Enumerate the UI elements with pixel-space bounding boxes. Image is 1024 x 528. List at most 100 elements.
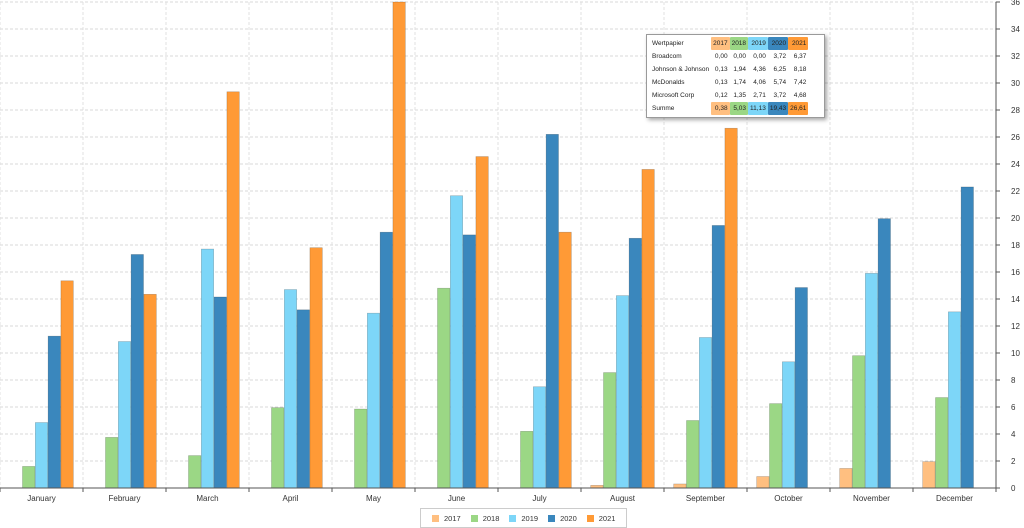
- tooltip-value: 4,68: [793, 92, 807, 99]
- legend-swatch: [509, 514, 517, 522]
- y-tick-label: 30: [1011, 79, 1020, 88]
- legend-swatch: [548, 514, 556, 522]
- bar-2018-january: [22, 466, 36, 489]
- bar-2019-june: [449, 195, 463, 489]
- data-tooltip: Wertpapier 2017 2018 2019 2020 2021 Broadcom 0,…: [646, 34, 825, 118]
- legend-label: 2020: [560, 513, 577, 523]
- bar-2017-november: [839, 468, 853, 489]
- bar-2018-september: [686, 420, 700, 489]
- bar-2019-may: [366, 312, 380, 489]
- bar-2020-march: [213, 296, 227, 489]
- legend-label: 2019: [521, 513, 539, 523]
- legend-label: 2018: [482, 513, 500, 523]
- bar-2021-july: [558, 231, 572, 489]
- y-tick-label: 12: [1011, 322, 1020, 331]
- legend-label: 2017: [444, 513, 461, 523]
- y-tick-label: 20: [1011, 214, 1020, 223]
- tooltip-value: 0,13: [714, 79, 728, 86]
- y-tick-label: 4: [1011, 430, 1016, 439]
- x-tick-label: December: [936, 494, 973, 503]
- y-tick-label: 28: [1011, 106, 1020, 115]
- y-tick-label: 10: [1011, 349, 1020, 358]
- y-tick-label: 6: [1011, 403, 1016, 412]
- bar-2018-october: [769, 403, 783, 489]
- bar-2020-december: [960, 186, 974, 489]
- bar-2020-september: [711, 225, 725, 489]
- legend-item[interactable]: 2019: [509, 514, 538, 523]
- bar-2019-february: [118, 341, 132, 489]
- tooltip-row-name: McDonalds: [652, 79, 685, 86]
- tooltip-sum-row: Summe 0,38 5,03 11,13 19,43 26,61: [650, 102, 809, 115]
- legend-item[interactable]: 2021: [586, 514, 615, 523]
- tooltip-value: 6,25: [773, 66, 787, 73]
- tooltip-year-header: 2020: [767, 37, 789, 50]
- tooltip-header-label: Wertpapier: [652, 40, 684, 47]
- tooltip-value: 0,12: [714, 92, 728, 99]
- bar-2020-may: [379, 231, 393, 489]
- bar-2017-october: [756, 476, 770, 489]
- bar-2020-april: [296, 309, 310, 489]
- bar-2021-april: [309, 247, 323, 489]
- x-tick-label: June: [448, 494, 466, 503]
- y-tick-label: 32: [1011, 52, 1020, 61]
- bar-2018-december: [935, 397, 949, 489]
- tooltip-table: Wertpapier 2017 2018 2019 2020 2021 Broadcom 0,…: [650, 37, 809, 115]
- bar-2018-november: [852, 355, 866, 489]
- tooltip-sum-label: Summe: [652, 105, 675, 112]
- tooltip-year-header: 2019: [748, 37, 768, 50]
- x-tick-label: August: [610, 494, 636, 503]
- bar-2021-may: [392, 1, 406, 489]
- tooltip-sum-value: 0,38: [711, 102, 730, 115]
- x-tick-label: November: [853, 494, 890, 503]
- x-tick-label: May: [366, 494, 381, 503]
- bar-2021-march: [226, 91, 240, 489]
- tooltip-value: 1,94: [733, 66, 747, 73]
- x-tick-label: February: [108, 494, 140, 503]
- bar-2020-february: [130, 254, 144, 489]
- tooltip-value: 4,36: [753, 66, 766, 73]
- y-tick-label: 14: [1011, 295, 1020, 304]
- tooltip-value: 0,13: [714, 66, 728, 73]
- y-tick-label: 16: [1011, 268, 1020, 277]
- x-tick-label: April: [282, 494, 298, 503]
- x-tick-label: March: [196, 494, 218, 503]
- tooltip-sum-value: 5,03: [729, 102, 749, 115]
- bar-2020-november: [877, 218, 891, 489]
- y-tick-label: 8: [1011, 376, 1016, 385]
- chart-legend: 2017 2018 2019 2020 2021: [420, 508, 628, 528]
- bar-2019-july: [532, 386, 546, 489]
- tooltip-value: 8,18: [793, 66, 807, 73]
- legend-swatch: [586, 514, 594, 522]
- tooltip-value: 5,74: [773, 79, 787, 86]
- bar-2020-august: [628, 237, 642, 489]
- y-tick-label: 2: [1011, 457, 1016, 466]
- bar-2017-december: [922, 461, 936, 489]
- x-tick-label: October: [774, 494, 803, 503]
- tooltip-value: 2,71: [753, 92, 766, 99]
- legend-item[interactable]: 2017: [432, 514, 461, 523]
- tooltip-value: 1,35: [733, 92, 747, 99]
- bar-2019-december: [947, 311, 961, 489]
- y-tick-label: 34: [1011, 25, 1020, 34]
- bar-2021-january: [60, 280, 74, 489]
- bar-2020-january: [47, 335, 61, 489]
- x-tick-label: January: [27, 494, 55, 503]
- legend-item[interactable]: 2020: [548, 514, 577, 523]
- bar-2021-february: [143, 293, 157, 489]
- legend-swatch: [432, 514, 439, 522]
- y-tick-label: 24: [1011, 160, 1020, 169]
- tooltip-value: 3,72: [773, 92, 787, 99]
- bar-2018-april: [271, 407, 285, 489]
- y-tick-label: 22: [1011, 187, 1020, 196]
- bar-2019-april: [283, 289, 297, 489]
- tooltip-row: Johnson & Johnson 0,13 1,94 4,36 6,25 8,18: [650, 63, 808, 76]
- tooltip-row: Broadcom 0,00 0,00 0,00 3,72 6,37: [650, 50, 808, 63]
- legend-item[interactable]: 2018: [470, 513, 500, 523]
- tooltip-value: 1,74: [733, 79, 747, 86]
- bar-2019-september: [698, 337, 712, 489]
- y-tick-label: 26: [1011, 133, 1020, 142]
- tooltip-row-name: Johnson & Johnson: [652, 66, 710, 73]
- tooltip-row-name: Broadcom: [652, 53, 682, 60]
- tooltip-value: 0,00: [714, 53, 728, 60]
